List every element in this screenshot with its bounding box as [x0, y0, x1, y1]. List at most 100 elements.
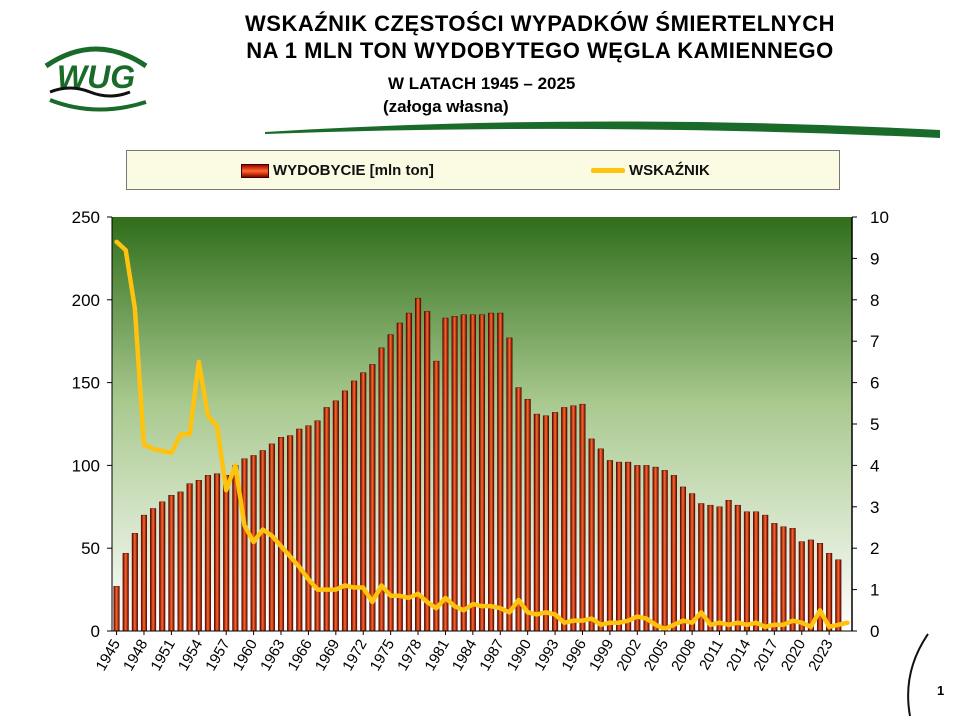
y-tick-label: 150: [72, 374, 100, 393]
bar-1996: [579, 403, 586, 632]
title-line-1: WSKAŹNIK CZĘSTOŚCI WYPADKÓW ŚMIERTELNYCH: [245, 11, 835, 36]
x-tick-label: 1978: [394, 637, 425, 674]
bar-1975: [387, 334, 394, 632]
x-tick-label: 2011: [696, 637, 727, 673]
bar-1954: [195, 480, 202, 632]
bar-1961: [259, 450, 266, 632]
bar-2018: [780, 526, 787, 632]
bar-2020: [798, 541, 805, 632]
bar-1946: [122, 552, 129, 632]
x-tick-label: 2002: [613, 637, 644, 674]
x-tick-label: 1981: [422, 637, 453, 674]
bar-1995: [570, 405, 577, 632]
bar-2003: [643, 465, 650, 632]
bar-2010: [707, 504, 714, 632]
bar-1949: [150, 508, 157, 632]
bar-1973: [369, 364, 376, 632]
x-tick-label: 1984: [449, 637, 480, 674]
bar-1953: [186, 483, 193, 632]
wskaznik-line: [114, 239, 850, 632]
bar-1980: [433, 360, 440, 632]
bar-2011: [716, 506, 723, 632]
line-series: [114, 239, 850, 632]
bar-1969: [332, 400, 339, 632]
bar-2002: [634, 465, 641, 632]
x-tick-label: 1963: [257, 637, 288, 674]
bar-2008: [689, 493, 696, 632]
y2-tick-label: 5: [870, 415, 879, 434]
logo-arc-top: [44, 46, 148, 69]
bar-1948: [140, 514, 147, 632]
bar-1971: [351, 380, 358, 632]
bar-1997: [588, 438, 595, 632]
x-tick-label: 2014: [723, 637, 754, 674]
legend-bar-label: WYDOBYCIE [mln ton]: [273, 162, 434, 179]
x-tick-label: 1999: [586, 637, 617, 674]
bar-1963: [277, 437, 285, 632]
y-tick-label: 250: [72, 208, 100, 227]
bar-1964: [287, 435, 294, 632]
x-tick-label: 1993: [531, 637, 562, 674]
bar-1967: [314, 420, 321, 632]
bar-1987: [497, 312, 504, 632]
legend-item-bars: WYDOBYCIE [mln ton]: [241, 162, 434, 179]
x-tick-label: 1960: [230, 637, 261, 674]
bar-2007: [679, 486, 687, 632]
bar-2013: [734, 504, 741, 632]
bar-2014: [743, 511, 750, 632]
y2-tick-label: 0: [870, 622, 879, 641]
y2-tick-label: 6: [870, 374, 879, 393]
header-swoosh: [265, 121, 940, 138]
x-tick-label: 1954: [175, 637, 206, 674]
bar-1999: [606, 460, 613, 632]
bar-1990: [524, 398, 531, 632]
bar-2001: [625, 461, 632, 632]
bar-1994: [561, 407, 568, 632]
y2-tick-label: 3: [870, 498, 879, 517]
bar-2005: [661, 470, 668, 632]
x-tick-label: 1975: [367, 637, 398, 674]
bar-1983: [460, 314, 467, 632]
bar-2019: [789, 528, 796, 632]
wug-logo: WUG: [44, 46, 148, 112]
bar-2021: [807, 539, 814, 632]
bar-1984: [469, 314, 476, 632]
bar-1982: [451, 316, 458, 632]
x-tick-label: 2017: [750, 637, 781, 674]
bar-2024: [835, 559, 842, 632]
y2-tick-label: 10: [870, 208, 889, 227]
x-tick-label: 2023: [805, 637, 836, 674]
right-axis-ticks: 0 1 2 3 4 5 6 7 8 9 10: [852, 208, 889, 641]
bar-1976: [396, 322, 403, 632]
bar-1965: [296, 428, 303, 632]
x-tick-label: 1996: [559, 637, 590, 674]
bar-1956: [214, 473, 221, 632]
bar-1959: [241, 458, 248, 632]
bar-2006: [670, 475, 677, 632]
bar-1998: [597, 448, 604, 632]
x-tick-label: 1951: [147, 637, 178, 674]
subtitle-years: W LATACH 1945 – 2025: [388, 74, 576, 93]
x-axis-ticks: 1945194819511954195719601963196619691972…: [93, 631, 837, 674]
y2-tick-label: 7: [870, 332, 879, 351]
x-tick-label: 1945: [93, 637, 124, 674]
x-tick-label: 1990: [504, 637, 535, 674]
y2-tick-label: 9: [870, 249, 879, 268]
bar-1977: [405, 312, 412, 632]
y-tick-label: 100: [72, 456, 100, 475]
logo-arc-bottom: [49, 98, 147, 112]
bar-1951: [168, 495, 175, 632]
bar-1970: [341, 390, 348, 632]
bar-1950: [159, 501, 166, 632]
bar-1992: [542, 415, 549, 632]
bar-1952: [177, 491, 184, 632]
bar-2017: [771, 523, 778, 632]
bar-1947: [131, 533, 138, 632]
bar-2012: [725, 499, 732, 632]
bar-1945: [113, 586, 120, 632]
bar-1993: [552, 412, 559, 632]
y2-tick-label: 2: [870, 539, 879, 558]
bar-1985: [478, 314, 486, 632]
legend-item-line: WSKAŹNIK: [591, 162, 710, 179]
x-tick-label: 2005: [641, 637, 672, 674]
